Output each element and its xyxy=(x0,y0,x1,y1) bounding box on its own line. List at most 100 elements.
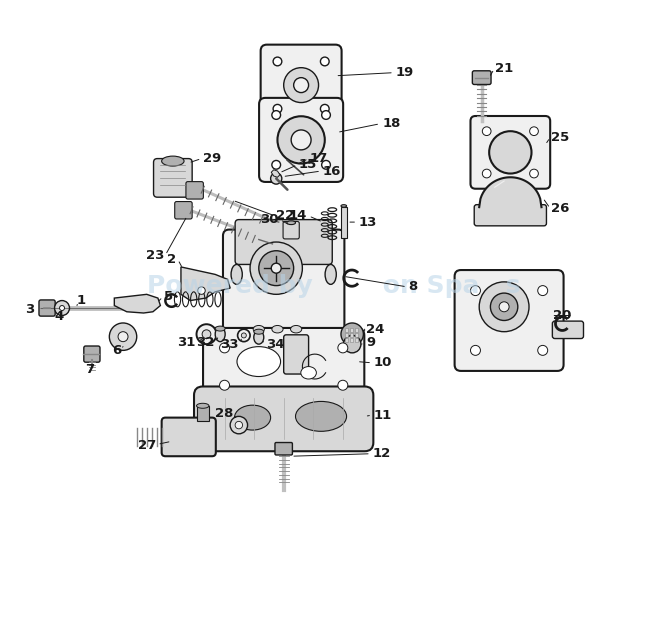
Ellipse shape xyxy=(301,367,316,379)
Circle shape xyxy=(241,333,246,338)
Circle shape xyxy=(197,287,205,294)
Text: 34: 34 xyxy=(266,338,285,351)
Bar xyxy=(355,338,358,341)
Text: 26: 26 xyxy=(552,202,570,215)
Circle shape xyxy=(538,345,548,355)
Bar xyxy=(345,338,348,341)
Ellipse shape xyxy=(253,326,264,333)
Circle shape xyxy=(482,127,491,136)
Circle shape xyxy=(530,127,538,136)
Circle shape xyxy=(272,160,281,169)
Circle shape xyxy=(273,57,282,66)
Text: 1: 1 xyxy=(77,294,86,307)
Text: 17: 17 xyxy=(310,152,328,165)
Bar xyxy=(341,207,347,239)
Circle shape xyxy=(344,336,361,353)
Circle shape xyxy=(470,345,480,355)
Circle shape xyxy=(530,169,538,178)
Ellipse shape xyxy=(295,401,347,432)
Ellipse shape xyxy=(197,403,209,408)
Text: 24: 24 xyxy=(366,322,384,336)
Circle shape xyxy=(321,110,330,119)
Ellipse shape xyxy=(272,326,283,333)
Circle shape xyxy=(272,110,281,119)
Text: 32: 32 xyxy=(195,336,214,350)
FancyBboxPatch shape xyxy=(259,98,343,182)
Text: 18: 18 xyxy=(382,117,400,130)
Polygon shape xyxy=(271,170,280,177)
Ellipse shape xyxy=(161,156,184,166)
Ellipse shape xyxy=(231,264,242,285)
Circle shape xyxy=(482,169,491,178)
Text: 25: 25 xyxy=(552,131,570,144)
Bar xyxy=(345,328,348,332)
Bar xyxy=(355,328,358,332)
Circle shape xyxy=(109,323,137,350)
Text: 20: 20 xyxy=(553,309,571,322)
Text: 2: 2 xyxy=(167,253,177,266)
FancyBboxPatch shape xyxy=(153,158,192,198)
Bar xyxy=(350,333,354,337)
FancyBboxPatch shape xyxy=(161,418,216,456)
Text: 10: 10 xyxy=(374,357,392,369)
Text: 19: 19 xyxy=(396,66,414,79)
Circle shape xyxy=(55,300,69,316)
Circle shape xyxy=(277,116,325,163)
Circle shape xyxy=(118,332,128,341)
Circle shape xyxy=(320,104,329,113)
FancyBboxPatch shape xyxy=(235,220,332,264)
Text: 16: 16 xyxy=(322,165,341,177)
FancyBboxPatch shape xyxy=(261,45,342,126)
Ellipse shape xyxy=(341,204,347,207)
Circle shape xyxy=(291,130,311,150)
Ellipse shape xyxy=(287,221,295,225)
Text: 12: 12 xyxy=(372,447,390,460)
Circle shape xyxy=(237,329,250,341)
Circle shape xyxy=(490,293,518,321)
Circle shape xyxy=(219,343,229,353)
Ellipse shape xyxy=(215,327,225,341)
Text: 9: 9 xyxy=(366,336,375,350)
FancyBboxPatch shape xyxy=(472,71,491,85)
Circle shape xyxy=(202,330,211,339)
FancyBboxPatch shape xyxy=(186,182,203,199)
Text: 4: 4 xyxy=(55,310,64,323)
FancyBboxPatch shape xyxy=(474,204,546,226)
Bar xyxy=(350,328,354,332)
Text: 27: 27 xyxy=(138,439,156,452)
Text: 31: 31 xyxy=(177,336,195,350)
Circle shape xyxy=(230,416,247,433)
Ellipse shape xyxy=(254,331,263,344)
Bar xyxy=(197,406,209,422)
Circle shape xyxy=(470,286,480,295)
FancyBboxPatch shape xyxy=(470,116,550,189)
Text: 29: 29 xyxy=(203,152,221,165)
Text: 3: 3 xyxy=(25,303,35,316)
Circle shape xyxy=(271,263,281,273)
Circle shape xyxy=(321,160,330,169)
FancyBboxPatch shape xyxy=(84,346,100,362)
FancyBboxPatch shape xyxy=(455,270,564,371)
Ellipse shape xyxy=(325,264,336,285)
Text: 33: 33 xyxy=(220,338,239,351)
Text: 7: 7 xyxy=(85,363,94,375)
Polygon shape xyxy=(114,294,160,313)
Bar xyxy=(345,333,348,337)
Polygon shape xyxy=(181,267,230,300)
FancyBboxPatch shape xyxy=(39,300,55,316)
FancyBboxPatch shape xyxy=(283,335,309,374)
Circle shape xyxy=(259,251,293,286)
Text: 28: 28 xyxy=(215,408,234,420)
Ellipse shape xyxy=(235,405,271,430)
Ellipse shape xyxy=(254,329,263,334)
Text: Powered by        on Spa   s: Powered by on Spa s xyxy=(147,274,520,298)
Circle shape xyxy=(59,305,65,310)
Text: 5: 5 xyxy=(164,290,173,304)
Circle shape xyxy=(338,343,348,353)
Bar xyxy=(350,338,354,341)
Circle shape xyxy=(273,104,282,113)
Text: 14: 14 xyxy=(289,209,307,222)
FancyBboxPatch shape xyxy=(194,386,374,451)
Ellipse shape xyxy=(291,326,301,333)
Text: 13: 13 xyxy=(358,216,377,228)
